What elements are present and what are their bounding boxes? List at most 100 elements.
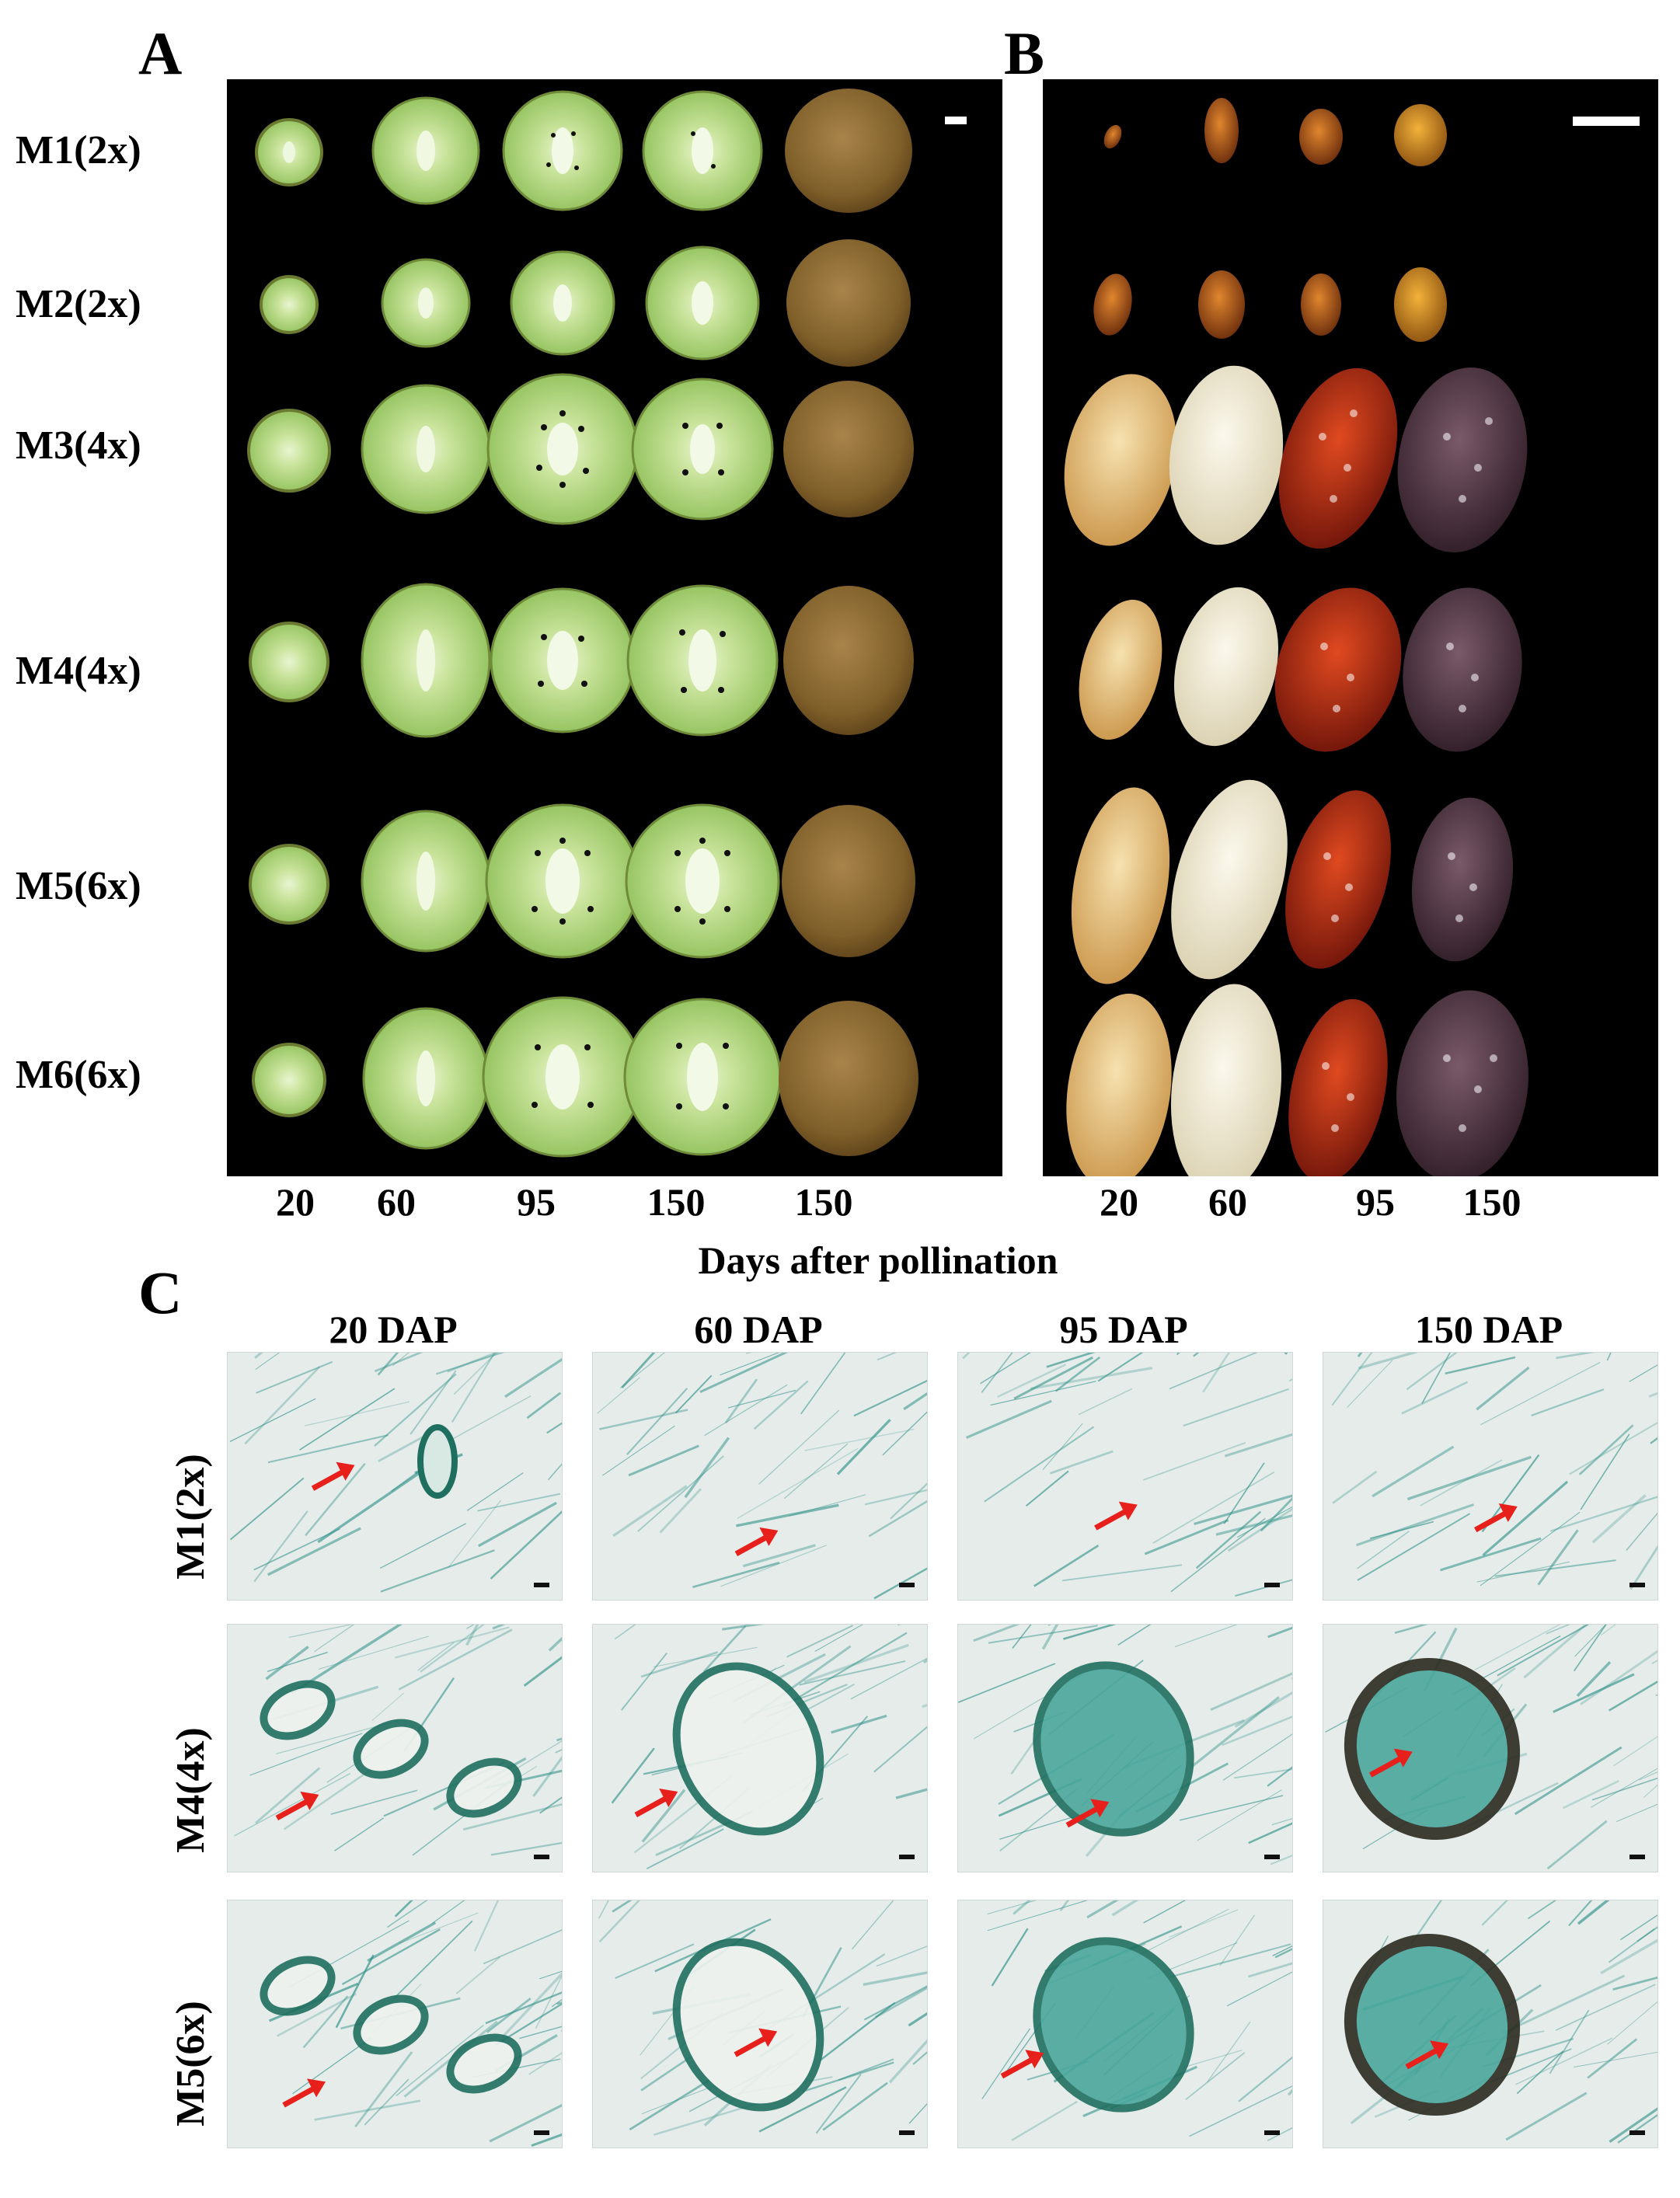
panel-a-day-label: 150 — [794, 1180, 853, 1224]
panel-a-row-label: M2(2x) — [16, 282, 141, 326]
panel-a-day-label: 20 — [276, 1180, 315, 1224]
micrograph-graphic — [1323, 1900, 1657, 2147]
red-arrow-head — [1090, 1799, 1110, 1818]
panel-b-day-label: 20 — [1100, 1180, 1138, 1224]
fruit-seed-dots — [532, 131, 730, 1109]
scale-bar — [534, 1855, 549, 1859]
fruit-row-m4 — [249, 583, 914, 738]
micrograph-tile — [1323, 1900, 1658, 2148]
panel-c-row-label: M4(4x) — [169, 1727, 213, 1853]
panel-b-seed-image — [1043, 79, 1658, 1195]
micrograph-tile — [592, 1900, 928, 2148]
micrograph-tile — [957, 1624, 1293, 1872]
red-arrow — [275, 1798, 310, 1820]
panel-a-row-label: M1(2x) — [16, 128, 141, 172]
panel-a-fruit-image — [227, 79, 1002, 1176]
micrograph-tile — [1323, 1352, 1658, 1601]
panel-a-day-label: 60 — [377, 1180, 416, 1224]
red-arrow — [1369, 1755, 1403, 1778]
scale-bar — [1629, 1855, 1645, 1859]
scale-bar — [1629, 2130, 1645, 2135]
red-arrow — [311, 1468, 346, 1491]
micrograph-tile — [592, 1624, 928, 1872]
red-arrow-head — [758, 2028, 778, 2047]
scale-bar — [1573, 117, 1640, 126]
panel-c-row-label: M1(2x) — [169, 1454, 213, 1580]
scale-bar — [534, 1583, 549, 1587]
micrograph-graphic — [228, 1625, 562, 1872]
micrograph-tile — [592, 1352, 928, 1601]
scale-bar — [899, 2130, 915, 2135]
micrograph-graphic — [593, 1900, 927, 2147]
panel-b-day-label: 60 — [1208, 1180, 1247, 1224]
scale-bar — [1264, 1583, 1280, 1587]
red-arrow — [634, 1795, 668, 1818]
micrograph-graphic — [593, 1625, 927, 1872]
micrograph-tile — [957, 1352, 1293, 1601]
fruit-row-m3 — [247, 373, 914, 525]
micrograph-tile — [957, 1900, 1293, 2148]
scale-bar — [1264, 2130, 1280, 2135]
red-arrow — [734, 2035, 768, 2057]
red-arrow — [1474, 1510, 1508, 1533]
scale-bar — [534, 2130, 549, 2135]
red-arrow-head — [1498, 1503, 1518, 1523]
panel-a-letter: A — [138, 19, 183, 87]
micrograph-graphic — [1323, 1625, 1657, 1872]
panel-b-letter: B — [1004, 19, 1045, 87]
scale-bar — [1264, 1855, 1280, 1859]
red-arrow-head — [1025, 2050, 1044, 2069]
scale-bar — [945, 117, 967, 124]
red-arrow-head — [659, 1788, 678, 1807]
red-arrow — [734, 1534, 769, 1556]
micrograph-graphic — [228, 1353, 562, 1600]
scale-bar — [1629, 1583, 1645, 1587]
red-arrow-head — [1118, 1501, 1138, 1520]
panel-a-day-label: 150 — [647, 1180, 706, 1224]
scale-bar — [899, 1583, 915, 1587]
red-arrow — [1405, 2047, 1439, 2070]
red-arrow-head — [307, 2078, 326, 2098]
fruit-row-m5 — [249, 803, 915, 959]
red-arrow-head — [759, 1527, 779, 1546]
red-arrow-head — [1393, 1748, 1413, 1768]
red-arrow-head — [1430, 2040, 1449, 2060]
micrograph-graphic — [958, 1900, 1292, 2147]
panel-c-letter: C — [138, 1259, 183, 1326]
red-arrow-head — [336, 1461, 355, 1481]
red-arrow-head — [300, 1791, 319, 1810]
fruit-grid-graphic — [247, 89, 967, 1158]
seed-speckles — [1319, 409, 1497, 1132]
red-arrow — [1065, 1806, 1100, 1828]
micrograph-tile — [227, 1352, 563, 1601]
micrograph-tile — [227, 1624, 563, 1872]
micrograph-graphic — [1323, 1353, 1657, 1600]
panel-c-column-header: 150 DAP — [1414, 1308, 1563, 1351]
fruit-row-m2 — [260, 239, 911, 367]
panel-b-day-label: 150 — [1462, 1180, 1521, 1224]
panel-c-column-header: 95 DAP — [1059, 1308, 1188, 1351]
panel-a-day-label: 95 — [517, 1180, 556, 1224]
micrograph-graphic — [228, 1900, 562, 2147]
micrograph-graphic — [593, 1353, 927, 1600]
fruit-row-m6 — [252, 996, 918, 1158]
panel-a-row-label: M3(4x) — [16, 423, 141, 468]
panel-a-row-label: M6(6x) — [16, 1053, 141, 1097]
micrograph-graphic — [958, 1353, 1292, 1600]
red-arrow — [282, 2085, 316, 2108]
panel-c-column-header: 60 DAP — [694, 1308, 823, 1351]
panel-c-column-header: 20 DAP — [329, 1308, 458, 1351]
seed-grid-graphic — [1064, 98, 1640, 1195]
micrograph-graphic — [958, 1625, 1292, 1872]
panel-c-row-label: M5(6x) — [169, 2001, 213, 2127]
micrograph-tile — [227, 1900, 563, 2148]
scale-bar — [899, 1855, 915, 1859]
micrograph-tile — [1323, 1624, 1658, 1872]
panel-b-day-label: 95 — [1356, 1180, 1395, 1224]
red-arrow — [1000, 2057, 1035, 2079]
red-arrow — [1094, 1508, 1128, 1531]
axis-title: Days after pollination — [698, 1238, 1058, 1282]
panel-a-row-label: M4(4x) — [16, 649, 141, 693]
fruit-row-m1 — [255, 89, 912, 213]
panel-a-row-label: M5(6x) — [16, 864, 141, 908]
